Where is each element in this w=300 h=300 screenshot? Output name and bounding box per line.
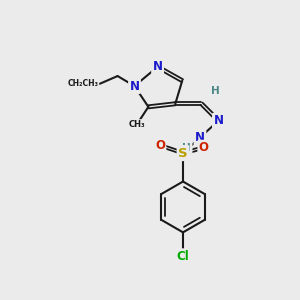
Text: H: H xyxy=(182,143,191,153)
Text: Cl: Cl xyxy=(177,250,189,263)
Text: O: O xyxy=(199,141,209,154)
Text: N: N xyxy=(153,60,163,73)
Text: N: N xyxy=(213,114,224,127)
Text: H: H xyxy=(211,86,220,96)
Text: CH₃: CH₃ xyxy=(128,120,145,129)
Text: O: O xyxy=(155,139,165,152)
Text: CH₂CH₃: CH₂CH₃ xyxy=(67,79,98,88)
Text: N: N xyxy=(130,80,140,92)
Text: S: S xyxy=(178,146,188,160)
Text: N: N xyxy=(195,131,205,144)
